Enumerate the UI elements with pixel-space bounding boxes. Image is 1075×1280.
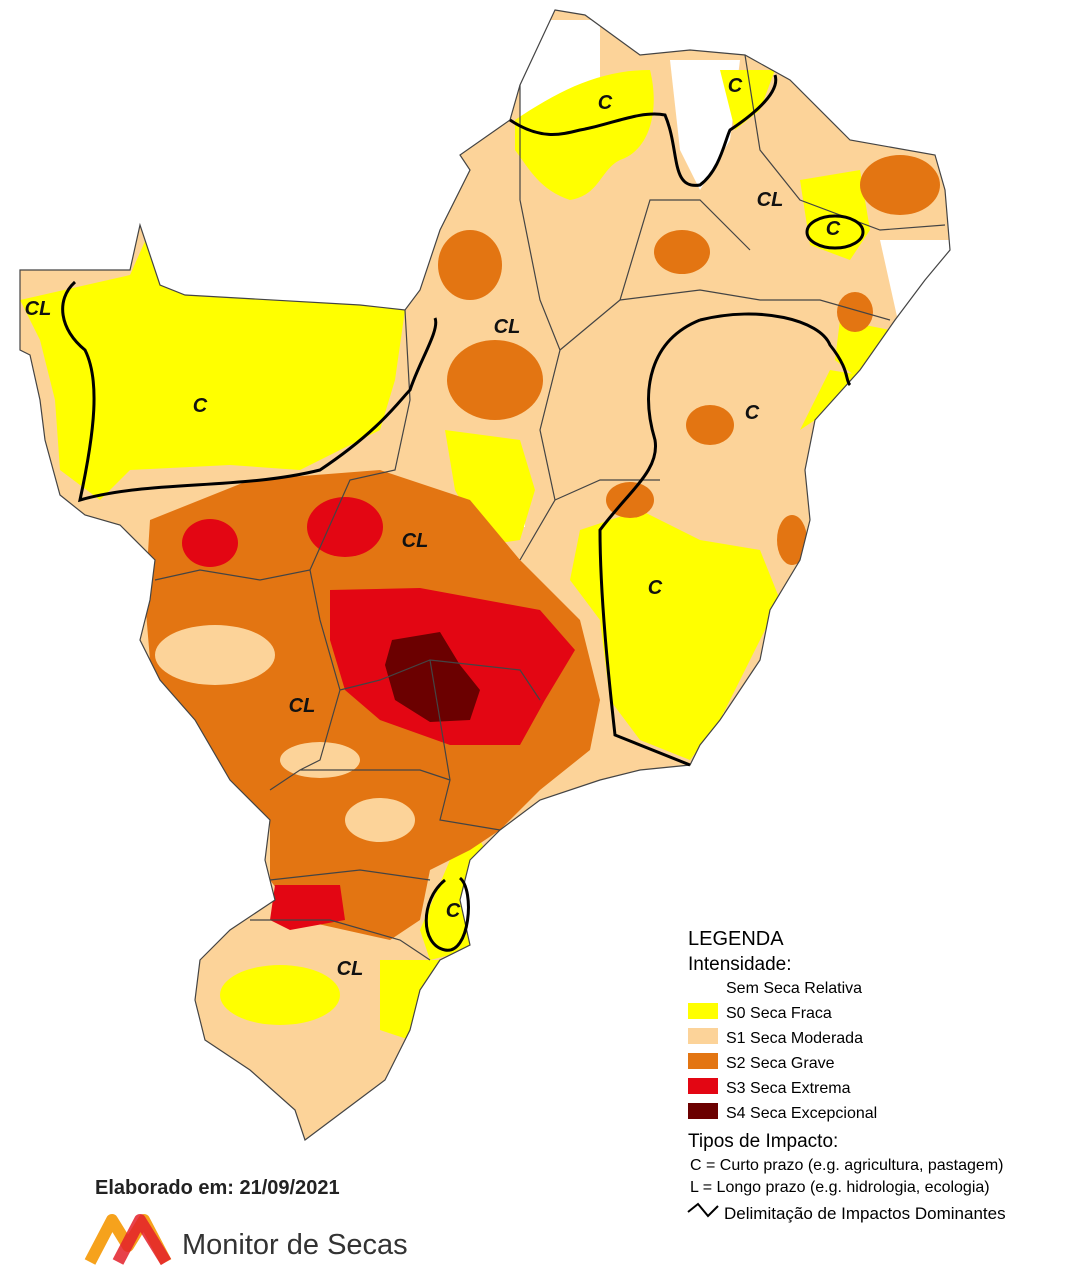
map-label: C <box>648 577 663 599</box>
impact-boundary <box>61 280 438 503</box>
map-label: CL <box>337 958 364 980</box>
legend-label: S1 Seca Moderada <box>726 1030 863 1047</box>
boundary-icon <box>687 1202 719 1218</box>
legend-heading: Intensidade: <box>688 954 792 975</box>
map-label: CL <box>289 695 316 717</box>
boundary-label: Delimitação de Impactos Dominantes <box>724 1204 1006 1223</box>
map-label: C <box>745 402 760 424</box>
legend-label: Sem Seca Relativa <box>726 980 862 997</box>
legend-title: LEGENDA <box>688 928 784 950</box>
impact-boundary <box>424 876 470 952</box>
legend: LEGENDA Intensidade: Tipos de Impacto: C… <box>687 928 1006 1223</box>
brand: Monitor de Secas <box>182 1229 408 1261</box>
map-label: CL <box>757 189 784 211</box>
impact-type: C = Curto prazo (e.g. agricultura, pasta… <box>690 1157 1003 1174</box>
legend-swatch <box>688 1028 718 1044</box>
impact-boundary <box>509 74 778 187</box>
legend-swatch <box>688 1053 718 1069</box>
legend-label: S3 Seca Extrema <box>726 1080 851 1097</box>
map-label: C <box>598 92 613 114</box>
map-label: CL <box>25 298 52 320</box>
legend-heading: Tipos de Impacto: <box>688 1131 838 1152</box>
map-label: C <box>826 218 841 240</box>
legend-label: S4 Seca Excepcional <box>726 1105 877 1122</box>
region-outline <box>19 9 951 1141</box>
legend-swatch <box>688 978 718 994</box>
map-label: C <box>728 75 743 97</box>
impact-boundary <box>598 312 852 767</box>
legend-label: S2 Seca Grave <box>726 1055 835 1072</box>
legend-swatch <box>688 1103 718 1119</box>
legend-swatch <box>688 1078 718 1094</box>
impact-type: L = Longo prazo (e.g. hidrologia, ecolog… <box>690 1179 990 1196</box>
impact-boundary <box>805 214 865 250</box>
logo <box>84 1214 172 1266</box>
map-label: C <box>193 395 208 417</box>
legend-swatch <box>688 1003 718 1019</box>
map-label: C <box>446 900 461 922</box>
map-label: CL <box>402 530 429 552</box>
legend-label: S0 Seca Fraca <box>726 1005 832 1022</box>
date-label: Elaborado em: 21/09/2021 <box>95 1177 340 1199</box>
map-label: CL <box>494 316 521 338</box>
